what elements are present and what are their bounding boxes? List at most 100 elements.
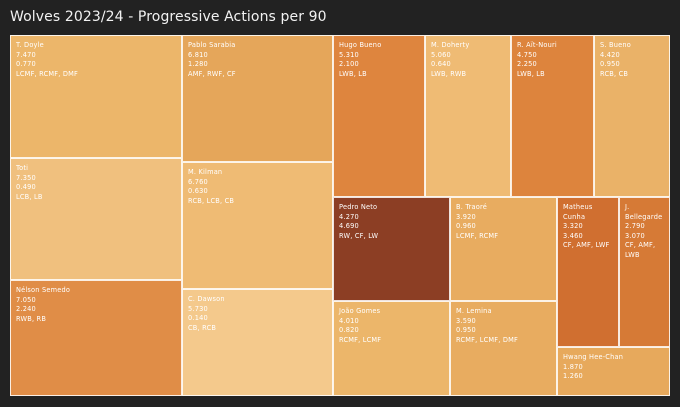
treemap-tile: M. Kilman 6.760 0.630 RCB, LCB, CB — [182, 162, 333, 289]
treemap-tile: T. Doyle 7.470 0.770 LCMF, RCMF, DMF — [10, 35, 182, 158]
tile-label-line: T. Doyle — [16, 41, 44, 49]
tile-label: M. Lemina 3.590 0.950 RCMF, LCMF, DMF — [456, 307, 553, 345]
tile-label-line: 2.250 — [517, 60, 537, 69]
tile-label-line: 0.140 — [188, 314, 208, 323]
tile-label-line: Pablo Sarabia — [188, 41, 236, 49]
tile-label-line: RCB, LCB, CB — [188, 196, 235, 205]
tile-label: C. Dawson 5.730 0.140 CB, RCB — [188, 295, 329, 333]
tile-label-line: 0.640 — [431, 60, 451, 69]
tile-label-line: 1.260 — [563, 372, 583, 381]
tile-label-line: LCMF, RCMF, DMF — [16, 69, 79, 78]
tile-label-line: LWB, LB — [517, 69, 545, 78]
tile-label-line: AMF, RWF, CF — [188, 69, 236, 78]
treemap-tile: J. Bellegarde 2.790 3.070 CF, AMF, LWB — [619, 197, 670, 347]
tile-label-line: 4.010 — [339, 316, 359, 325]
tile-label-line: 0.770 — [16, 60, 36, 69]
tile-label-line: Pedro Neto — [339, 203, 378, 211]
tile-label-line: 3.920 — [456, 212, 476, 221]
tile-label-line: 0.960 — [456, 222, 476, 231]
treemap-tile: Hwang Hee-Chan 1.870 1.260 — [557, 347, 670, 396]
tile-label-line: 4.420 — [600, 50, 620, 59]
tile-label-line: Hugo Bueno — [339, 41, 382, 49]
tile-label-line: 3.590 — [456, 316, 476, 325]
tile-label-line: LCMF, RCMF — [456, 231, 499, 240]
tile-label-line: M. Doherty — [431, 41, 470, 49]
tile-label-line: 1.870 — [563, 362, 583, 371]
treemap-tile: João Gomes 4.010 0.820 RCMF, LCMF — [333, 301, 450, 396]
treemap-tile: M. Lemina 3.590 0.950 RCMF, LCMF, DMF — [450, 301, 557, 396]
tile-label-line: RCB, CB — [600, 69, 629, 78]
treemap: T. Doyle 7.470 0.770 LCMF, RCMF, DMF Toti 7.3… — [10, 35, 670, 396]
tile-label-line: 4.750 — [517, 50, 537, 59]
tile-label-line: 7.470 — [16, 50, 36, 59]
tile-label-line: M. Kilman — [188, 168, 223, 176]
tile-label-line: CB, RCB — [188, 323, 217, 332]
tile-label-line: 1.280 — [188, 60, 208, 69]
tile-label: S. Bueno 4.420 0.950 RCB, CB — [600, 41, 666, 79]
tile-label-line: 4.270 — [339, 212, 359, 221]
tile-label-line: 0.950 — [456, 326, 476, 335]
tile-label-line: LCB, LB — [16, 192, 43, 201]
tile-label-line: Hwang Hee-Chan — [563, 353, 624, 361]
treemap-tile: M. Doherty 5.060 0.640 LWB, RWB — [425, 35, 511, 197]
tile-label-line: RCMF, LCMF — [339, 335, 382, 344]
tile-label: Toti 7.350 0.490 LCB, LB — [16, 164, 178, 202]
tile-label-line: 2.240 — [16, 305, 36, 314]
treemap-tile: Matheus Cunha 3.320 3.460 CF, AMF, LWF — [557, 197, 619, 347]
tile-label-line: M. Lemina — [456, 307, 492, 315]
tile-label: Hugo Bueno 5.310 2.100 LWB, LB — [339, 41, 421, 79]
treemap-tile: Pablo Sarabia 6.810 1.280 AMF, RWF, CF — [182, 35, 333, 162]
tile-label: Matheus Cunha 3.320 3.460 CF, AMF, LWF — [563, 203, 615, 251]
tile-label-line: 3.070 — [625, 231, 645, 240]
tile-label-line: LWB — [625, 250, 640, 259]
tile-label: B. Traoré 3.920 0.960 LCMF, RCMF — [456, 203, 553, 241]
tile-label-line: Matheus — [563, 203, 593, 211]
tile-label-line: LWB, RWB — [431, 69, 467, 78]
tile-label-line: 5.730 — [188, 304, 208, 313]
tile-label-line: 4.690 — [339, 222, 359, 231]
tile-label-line: 3.320 — [563, 222, 583, 231]
chart-title: Wolves 2023/24 - Progressive Actions per… — [10, 9, 327, 25]
tile-label-line: S. Bueno — [600, 41, 631, 49]
tile-label-line: 0.630 — [188, 187, 208, 196]
tile-label-line: Nélson Semedo — [16, 286, 71, 294]
tile-label: Pablo Sarabia 6.810 1.280 AMF, RWF, CF — [188, 41, 329, 79]
tile-label-line: 5.310 — [339, 50, 359, 59]
tile-label-line: 5.060 — [431, 50, 451, 59]
tile-label-line: RCMF, LCMF, DMF — [456, 335, 519, 344]
treemap-tile: Toti 7.350 0.490 LCB, LB — [10, 158, 182, 280]
tile-label: T. Doyle 7.470 0.770 LCMF, RCMF, DMF — [16, 41, 178, 79]
treemap-tile: Nélson Semedo 7.050 2.240 RWB, RB — [10, 280, 182, 396]
tile-label: João Gomes 4.010 0.820 RCMF, LCMF — [339, 307, 446, 345]
tile-label-line: Bellegarde — [625, 212, 663, 221]
tile-label: Hwang Hee-Chan 1.870 1.260 — [563, 353, 666, 382]
tile-label-line: 2.100 — [339, 60, 359, 69]
tile-label-line: João Gomes — [339, 307, 381, 315]
tile-label: M. Kilman 6.760 0.630 RCB, LCB, CB — [188, 168, 329, 206]
tile-label-line: RWB, RB — [16, 314, 47, 323]
tile-label-line: Cunha — [563, 212, 586, 221]
treemap-tile: B. Traoré 3.920 0.960 LCMF, RCMF — [450, 197, 557, 301]
tile-label-line: 2.790 — [625, 222, 645, 231]
tile-label-line: 6.810 — [188, 50, 208, 59]
tile-label-line: CF, AMF, LWF — [563, 241, 610, 250]
tile-label: J. Bellegarde 2.790 3.070 CF, AMF, LWB — [625, 203, 666, 261]
tile-label-line: R. Aït-Nouri — [517, 41, 557, 49]
tile-label: Pedro Neto 4.270 4.690 RW, CF, LW — [339, 203, 446, 241]
tile-label-line: 0.950 — [600, 60, 620, 69]
tile-label-line: 0.820 — [339, 326, 359, 335]
treemap-tile: C. Dawson 5.730 0.140 CB, RCB — [182, 289, 333, 396]
tile-label-line: 7.350 — [16, 173, 36, 182]
tile-label-line: RW, CF, LW — [339, 231, 379, 240]
tile-label: R. Aït-Nouri 4.750 2.250 LWB, LB — [517, 41, 590, 79]
tile-label-line: J. — [625, 203, 630, 211]
treemap-tile: Pedro Neto 4.270 4.690 RW, CF, LW — [333, 197, 450, 301]
tile-label-line: Toti — [16, 164, 29, 172]
tile-label: Nélson Semedo 7.050 2.240 RWB, RB — [16, 286, 178, 324]
tile-label-line: 3.460 — [563, 231, 583, 240]
treemap-tile: R. Aït-Nouri 4.750 2.250 LWB, LB — [511, 35, 594, 197]
tile-label-line: LWB, LB — [339, 69, 367, 78]
treemap-tile: Hugo Bueno 5.310 2.100 LWB, LB — [333, 35, 425, 197]
tile-label-line: 6.760 — [188, 177, 208, 186]
tile-label: M. Doherty 5.060 0.640 LWB, RWB — [431, 41, 507, 79]
